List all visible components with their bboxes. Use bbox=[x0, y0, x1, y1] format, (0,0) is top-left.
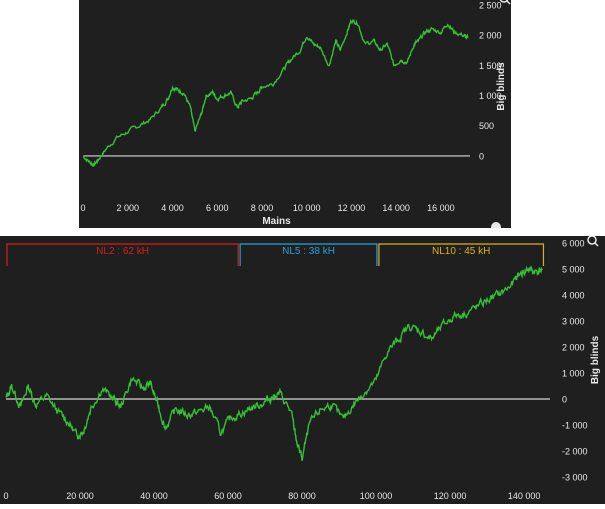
segment-bracket: NL10 : 45 kH bbox=[378, 243, 545, 266]
y-tick-label: 2 000 bbox=[562, 343, 585, 353]
x-tick-label: 60 000 bbox=[214, 491, 242, 501]
segment-bracket: NL2 : 62 kH bbox=[6, 243, 239, 266]
y-tick-label: 0 bbox=[479, 151, 484, 161]
x-tick-label: 80 000 bbox=[288, 491, 316, 501]
x-tick-label: 0 bbox=[80, 203, 85, 213]
x-tick-label: 14 000 bbox=[382, 203, 410, 213]
series-line bbox=[82, 18, 469, 167]
x-tick-label: 40 000 bbox=[140, 491, 168, 501]
y-tick-label: 0 bbox=[562, 395, 567, 405]
x-tick-label: 2 000 bbox=[116, 203, 139, 213]
segment-label: NL10 : 45 kH bbox=[432, 246, 490, 257]
x-tick-label: 140 000 bbox=[508, 491, 541, 501]
x-tick-label: 6 000 bbox=[206, 203, 229, 213]
series-line bbox=[5, 265, 544, 461]
y-tick-label: 1 500 bbox=[479, 61, 502, 71]
magnifier-icon[interactable] bbox=[499, 0, 511, 5]
top-chart-panel: 0 500 1 000 1 500 2 000 2 500 0 2 000 4 000 6 00… bbox=[79, 0, 511, 232]
y-tick-label: -2 000 bbox=[562, 447, 588, 457]
x-tick-label: 120 000 bbox=[434, 491, 467, 501]
y-tick-label: 4 000 bbox=[562, 291, 585, 301]
x-axis-label: Mains bbox=[262, 216, 291, 227]
top-chart: 0 500 1 000 1 500 2 000 2 500 0 2 000 4 000 6 00… bbox=[80, 0, 511, 232]
y-tick-label: 2 000 bbox=[479, 31, 502, 41]
x-tick-label: 12 000 bbox=[338, 203, 366, 213]
bottom-chart: NL2 : 62 kH NL5 : 38 kH NL10 : 45 kH -3 00… bbox=[3, 235, 601, 501]
y-tick-label: 3 000 bbox=[562, 317, 585, 327]
segment-label: NL5 : 38 kH bbox=[282, 246, 335, 257]
x-tick-label: 20 000 bbox=[66, 491, 94, 501]
y-tick-label: 1 000 bbox=[562, 369, 585, 379]
x-tick-label: 16 000 bbox=[427, 203, 455, 213]
x-tick-label: 0 bbox=[3, 491, 8, 501]
y-tick-label: -3 000 bbox=[562, 473, 588, 483]
y-tick-label: 2 500 bbox=[479, 1, 502, 11]
y-tick-label: 6 000 bbox=[562, 239, 585, 249]
y-tick-label: 1 000 bbox=[479, 91, 502, 101]
segment-label: NL2 : 62 kH bbox=[96, 246, 149, 257]
x-tick-label: 10 000 bbox=[293, 203, 321, 213]
x-tick-label: 4 000 bbox=[161, 203, 184, 213]
bottom-chart-panel: NL2 : 62 kH NL5 : 38 kH NL10 : 45 kH -3 00… bbox=[0, 235, 605, 504]
y-tick-label: -1 000 bbox=[562, 421, 588, 431]
x-tick-label: 8 000 bbox=[251, 203, 274, 213]
y-axis-label: Big blinds bbox=[590, 335, 601, 384]
y-tick-label: 5 000 bbox=[562, 265, 585, 275]
y-tick-label: 500 bbox=[479, 121, 494, 131]
segment-bracket: NL5 : 38 kH bbox=[239, 243, 378, 266]
help-icon[interactable] bbox=[491, 222, 501, 232]
magnifier-icon[interactable] bbox=[587, 235, 599, 247]
y-axis-label: Big blinds bbox=[496, 62, 507, 111]
x-tick-label: 100 000 bbox=[360, 491, 393, 501]
